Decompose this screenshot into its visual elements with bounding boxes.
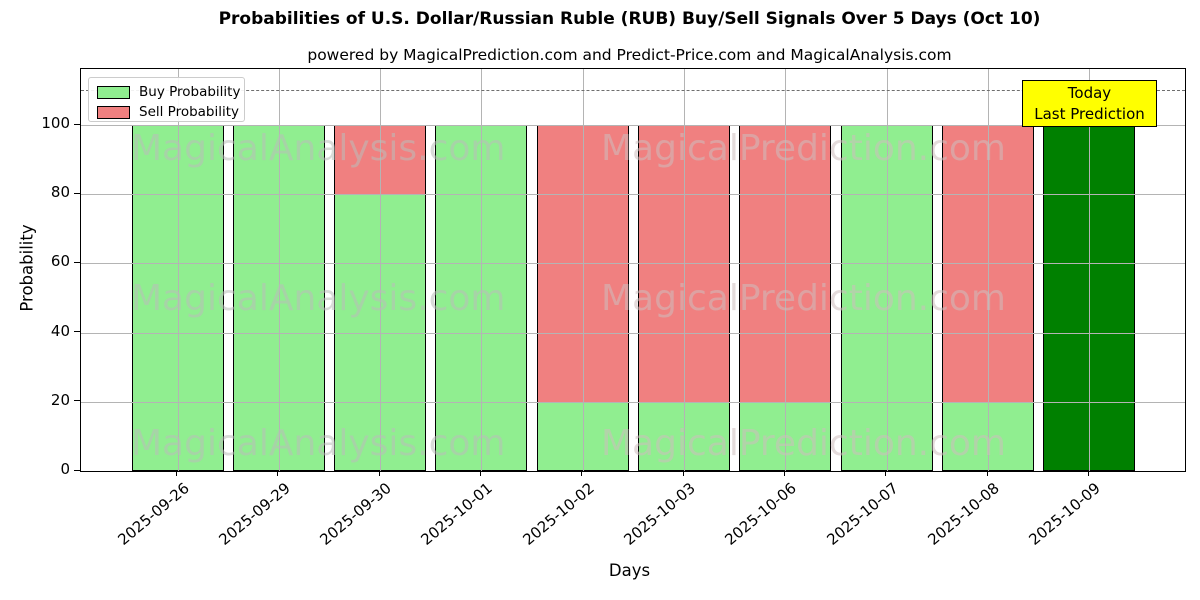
x-tick — [885, 470, 887, 476]
chart-title: Probabilities of U.S. Dollar/Russian Rub… — [218, 9, 1041, 29]
x-gridline — [178, 69, 179, 471]
y-gridline — [81, 402, 1185, 403]
today-annotation-line2: Last Prediction — [1034, 104, 1145, 123]
y-gridline — [81, 333, 1185, 334]
x-gridline — [887, 69, 888, 471]
y-tick — [74, 193, 80, 195]
y-gridline — [81, 194, 1185, 195]
legend-item-buy: Buy Probability — [97, 84, 244, 100]
x-tick-label-text: 2025-09-29 — [215, 479, 294, 549]
sell-swatch-icon — [97, 105, 130, 119]
y-tick — [74, 262, 80, 264]
legend-buy-label: Buy Probability — [139, 84, 241, 100]
x-tick-label-text: 2025-09-26 — [114, 479, 193, 549]
y-tick — [74, 470, 80, 472]
x-gridline — [1089, 69, 1090, 471]
legend-sell-label: Sell Probability — [139, 104, 240, 120]
x-gridline — [583, 69, 584, 471]
x-gridline — [684, 69, 685, 471]
y-tick-label: 40 — [50, 322, 70, 340]
x-tick — [1088, 470, 1090, 476]
watermark-text: MagicalPrediction.com — [601, 423, 1006, 464]
x-tick — [987, 470, 989, 476]
grid-layer — [81, 69, 1185, 471]
x-axis-label: Days — [608, 561, 651, 580]
watermark-text: MagicalAnalysis.com — [131, 128, 506, 169]
x-tick-label-text: 2025-10-02 — [519, 479, 598, 549]
today-annotation-line1: Today — [1067, 83, 1112, 102]
y-gridline — [81, 125, 1185, 126]
x-gridline — [279, 69, 280, 471]
watermark-text: MagicalPrediction.com — [601, 278, 1006, 319]
watermark-layer: MagicalAnalysis.com MagicalPrediction.com… — [81, 69, 1185, 471]
y-tick-label: 20 — [50, 391, 70, 409]
watermark-text: MagicalAnalysis.com — [131, 423, 506, 464]
y-gridline — [81, 263, 1185, 264]
y-axis-label: Probability — [17, 224, 37, 312]
today-annotation-box: Today Last Prediction — [1022, 80, 1157, 127]
x-tick-label-text: 2025-10-09 — [1025, 479, 1104, 549]
x-tick — [784, 470, 786, 476]
x-tick — [176, 470, 178, 476]
y-tick — [74, 124, 80, 126]
x-tick-label-text: 2025-10-07 — [823, 479, 902, 549]
legend-item-sell: Sell Probability — [97, 104, 244, 120]
x-tick-label-text: 2025-10-08 — [924, 479, 1003, 549]
threshold-dashed-line — [81, 90, 1185, 91]
watermark-text: MagicalPrediction.com — [601, 128, 1006, 169]
x-gridline — [988, 69, 989, 471]
x-tick-label-text: 2025-10-01 — [417, 479, 496, 549]
x-tick — [480, 470, 482, 476]
chart-subtitle: powered by MagicalPrediction.com and Pre… — [307, 46, 952, 64]
x-tick-label-text: 2025-09-30 — [316, 479, 395, 549]
y-tick-label: 100 — [41, 114, 70, 132]
y-tick — [74, 400, 80, 402]
x-gridline — [380, 69, 381, 471]
y-tick-label: 60 — [50, 252, 70, 270]
x-gridline — [785, 69, 786, 471]
x-tick — [581, 470, 583, 476]
x-tick — [379, 470, 381, 476]
buy-swatch-icon — [97, 85, 130, 99]
watermark-text: MagicalAnalysis.com — [131, 278, 506, 319]
x-tick — [683, 470, 685, 476]
plot-area: MagicalAnalysis.com MagicalPrediction.com… — [80, 68, 1186, 472]
y-tick-label: 80 — [50, 183, 70, 201]
x-gridline — [481, 69, 482, 471]
x-tick-label-text: 2025-10-06 — [721, 479, 800, 549]
y-tick — [74, 331, 80, 333]
x-tick-label-text: 2025-10-03 — [620, 479, 699, 549]
y-tick-label: 0 — [60, 460, 70, 478]
legend: Buy Probability Sell Probability — [88, 77, 245, 122]
x-tick — [277, 470, 279, 476]
